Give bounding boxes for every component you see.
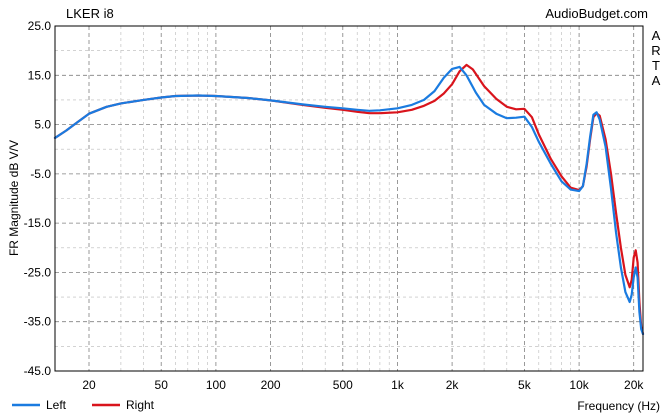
y-tick-label: -35.0 [24,315,52,329]
x-tick-label: 10k [569,378,589,392]
series-line-left [53,65,645,336]
y-tick-labels: 25.0 15.0 5.0 -5.0 -15.0 -25.0 -35.0 -45.0 [24,19,52,378]
y-tick-label: -45.0 [24,364,52,378]
grid-lines [55,25,643,372]
y-axis-label: FR Magnitude dB V/V [7,140,21,256]
side-label-letter: T [652,58,660,73]
x-tick-labels: 20 50 100 200 500 1k 2k 5k 10k 20k [82,378,644,392]
series-layer [53,63,645,336]
y-tick-label: -5.0 [30,167,51,181]
legend-label-left: Left [46,398,67,412]
legend: Left Right [12,398,155,412]
y-tick-label: 25.0 [28,19,52,33]
side-label-letter: A [652,73,661,88]
x-tick-label: 5k [518,378,532,392]
side-label-letter: R [651,43,660,58]
side-label-letter: A [652,28,661,43]
watermark-text: AudioBudget.com [545,6,648,21]
y-tick-label: 5.0 [34,118,51,132]
legend-label-right: Right [126,398,155,412]
x-tick-label: 500 [333,378,353,392]
x-tick-label: 200 [261,378,281,392]
x-axis-label: Frequency (Hz) [577,399,660,413]
plot-frame [54,25,644,372]
x-tick-label: 20k [624,378,644,392]
y-tick-label: -15.0 [24,216,52,230]
x-tick-label: 1k [391,378,405,392]
chart-title: LKER i8 [66,6,114,21]
y-tick-label: -25.0 [24,265,52,279]
x-tick-label: 50 [155,378,169,392]
x-tick-label: 100 [206,378,226,392]
y-tick-label: 15.0 [28,68,52,82]
x-tick-label: 2k [446,378,460,392]
x-tick-label: 20 [82,378,96,392]
